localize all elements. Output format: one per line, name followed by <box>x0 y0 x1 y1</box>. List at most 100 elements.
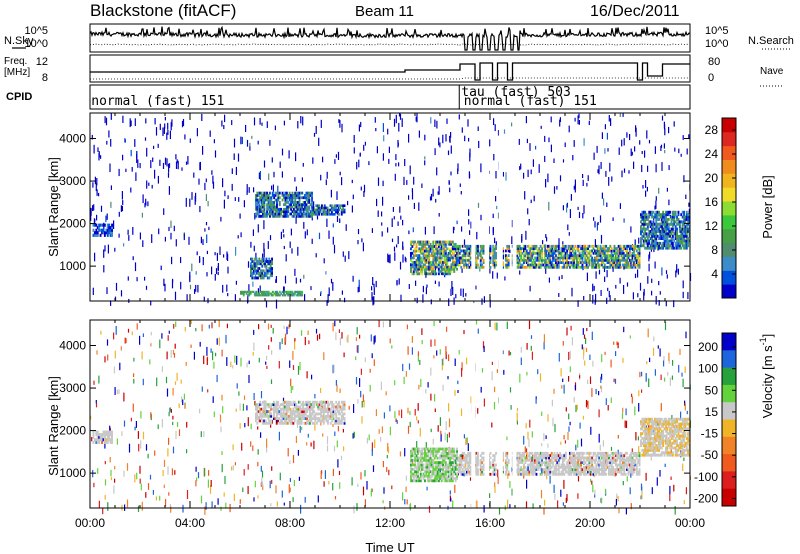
power-noise-cell <box>360 121 362 128</box>
power-echo-cell <box>255 257 258 261</box>
power-noise-cell <box>511 236 513 245</box>
power-echo-cell <box>681 232 684 236</box>
power-noise-cell <box>335 154 337 158</box>
velocity-echo-cell <box>284 412 286 416</box>
velocity-noise-cell <box>253 342 255 351</box>
power-echo-cell <box>550 251 553 255</box>
velocity-echo-cell <box>412 477 415 480</box>
power-echo-cell <box>563 265 566 269</box>
velocity-noise-cell <box>316 334 319 341</box>
velocity-noise-cell <box>680 411 682 421</box>
power-echo-cell <box>609 254 612 257</box>
power-echo-cell <box>421 270 424 273</box>
velocity-noise-cell <box>171 468 173 476</box>
power-echo-cell <box>297 196 299 200</box>
power-echo-cell <box>277 194 280 197</box>
power-echo-cell <box>646 225 649 229</box>
velocity-echo-cell <box>324 417 327 420</box>
velocity-noise-cell <box>338 470 341 476</box>
power-echo-cell <box>549 265 552 269</box>
power-noise-cell <box>601 132 603 140</box>
velocity-echo-cell <box>429 458 432 462</box>
power-echo-cell <box>306 198 309 202</box>
power-echo-cell <box>297 207 299 211</box>
velocity-echo-cell <box>411 454 414 458</box>
power-echo-cell <box>531 256 534 260</box>
power-echo-cell <box>619 251 621 255</box>
power-noise-cell <box>538 164 540 173</box>
velocity-noise-cell <box>563 479 565 489</box>
power-echo-cell <box>312 213 315 216</box>
power-echo-cell <box>297 212 299 216</box>
power-echo-cell <box>261 260 264 263</box>
power-noise-cell <box>295 186 297 192</box>
power-echo-cell <box>292 214 295 218</box>
power-echo-cell <box>294 203 297 207</box>
power-echo-cell <box>667 230 670 233</box>
velocity-noise-cell <box>180 379 182 384</box>
power-echo-cell <box>553 263 556 267</box>
power-echo-cell <box>677 241 680 245</box>
velocity-noise-cell <box>441 365 443 371</box>
velocity-noise-cell <box>532 503 534 509</box>
power-echo-cell <box>454 256 457 260</box>
power-echo-cell <box>443 240 446 244</box>
power-echo-cell <box>415 270 418 273</box>
power-echo-cell <box>640 215 642 219</box>
velocity-noise-cell <box>98 500 100 509</box>
velocity-echo-cell <box>300 414 303 418</box>
power-echo-cell <box>439 247 442 251</box>
power-echo-cell <box>451 251 454 255</box>
velocity-echo-cell <box>256 417 259 420</box>
power-echo-cell <box>652 225 655 229</box>
power-echo-cell <box>290 201 292 204</box>
power-echo-cell <box>304 196 306 200</box>
velocity-echo-cell <box>292 407 295 411</box>
power-noise-cell <box>475 285 477 290</box>
power-echo-cell <box>582 261 585 264</box>
power-echo-cell <box>306 194 309 197</box>
velocity-echo-cell <box>422 463 425 467</box>
power-echo-cell <box>240 290 242 293</box>
power-noise-cell <box>430 117 432 124</box>
velocity-noise-cell <box>161 419 163 428</box>
velocity-echo-cell <box>425 454 428 458</box>
power-noise-cell <box>597 169 599 174</box>
velocity-noise-cell <box>506 321 508 329</box>
power-noise-cell <box>297 246 299 256</box>
power-echo-cell <box>528 256 531 260</box>
velocity-echo-cell <box>306 403 309 406</box>
power-noise-cell <box>259 171 261 180</box>
velocity-noise-cell <box>210 348 212 353</box>
power-echo-cell <box>659 213 662 217</box>
power-noise-cell <box>629 134 631 141</box>
velocity-echo-cell <box>412 458 415 462</box>
power-noise-cell <box>348 251 350 260</box>
power-echo-cell <box>523 265 525 269</box>
power-echo-cell <box>277 196 280 200</box>
power-noise-cell <box>633 161 635 169</box>
power-echo-cell <box>635 254 638 257</box>
velocity-noise-cell <box>254 480 256 488</box>
power-echo-cell <box>673 218 676 221</box>
velocity-echo-cell <box>321 419 324 423</box>
power-echo-cell <box>684 244 687 248</box>
power-noise-cell <box>247 295 249 303</box>
velocity-noise-cell <box>265 361 267 365</box>
power-echo-cell <box>431 267 433 271</box>
power-noise-cell <box>251 135 253 139</box>
power-echo-cell <box>281 194 284 197</box>
power-noise-cell <box>682 135 684 140</box>
power-echo-cell <box>651 237 653 240</box>
velocity-noise-cell <box>257 426 259 430</box>
power-echo-cell <box>244 290 247 293</box>
power-noise-cell <box>289 241 291 248</box>
power-echo-cell <box>531 247 534 250</box>
power-echo-cell <box>548 256 550 260</box>
velocity-noise-cell <box>201 386 203 392</box>
power-noise-cell <box>326 171 328 179</box>
power-noise-cell <box>299 278 302 283</box>
power-echo-cell <box>323 204 326 207</box>
velocity-noise-cell <box>381 426 383 434</box>
power-echo-cell <box>653 232 656 236</box>
